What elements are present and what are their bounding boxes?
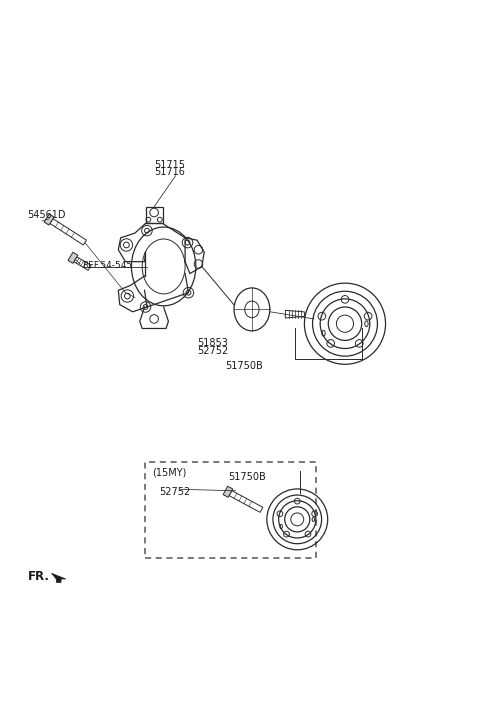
- Text: 54561D: 54561D: [28, 210, 66, 220]
- Text: 52752: 52752: [197, 346, 228, 356]
- Text: REF.54-545: REF.54-545: [83, 261, 132, 270]
- Polygon shape: [68, 252, 78, 263]
- Polygon shape: [51, 573, 66, 582]
- Text: 51750B: 51750B: [226, 361, 264, 371]
- Text: 51750B: 51750B: [228, 472, 266, 482]
- Text: 51716: 51716: [154, 168, 185, 177]
- Text: 52752: 52752: [159, 487, 190, 497]
- Text: 51853: 51853: [197, 338, 228, 348]
- Polygon shape: [223, 486, 233, 498]
- Text: (15MY): (15MY): [152, 467, 186, 477]
- Polygon shape: [44, 214, 54, 225]
- Text: 51715: 51715: [154, 160, 185, 170]
- Text: FR.: FR.: [28, 570, 49, 583]
